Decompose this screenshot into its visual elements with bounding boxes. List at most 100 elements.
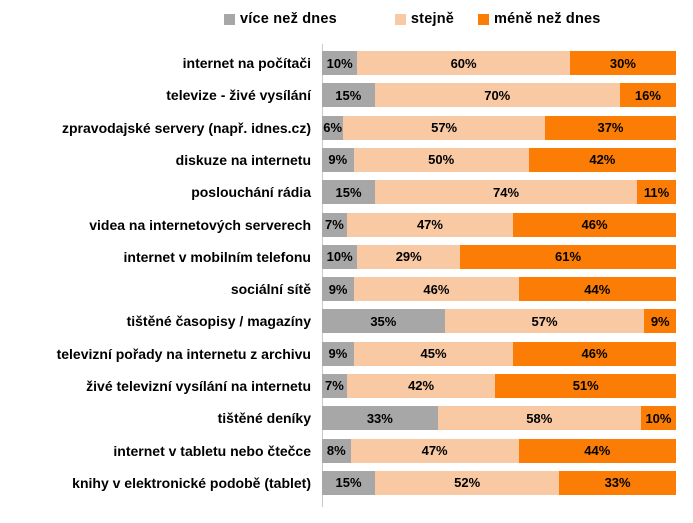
bar-segment-vice-nez-dnes: 7% <box>322 373 347 398</box>
plot-area: internet na počítači 10% 60% 30% televize - … <box>0 44 693 507</box>
value-label: 74% <box>493 184 520 200</box>
bar-segment-mene-nez-dnes: 10% <box>640 406 676 431</box>
bar-row: internet v tabletu nebo čtečce 8% 47% 44% <box>0 434 693 466</box>
value-label: 15% <box>335 87 362 103</box>
bar-segment-stejne: 52% <box>375 470 560 495</box>
value-label: 15% <box>335 475 362 491</box>
category-axis-line <box>322 44 323 507</box>
bar-segment-mene-nez-dnes: 16% <box>619 83 676 108</box>
value-label: 6% <box>323 120 343 136</box>
stacked-bar: 35% 57% 9% <box>322 309 676 334</box>
bar-segment-vice-nez-dnes: 15% <box>322 470 376 495</box>
stacked-bar: 15% 52% 33% <box>322 470 676 495</box>
category-label: internet v mobilním telefonu <box>123 248 311 265</box>
bar-segment-vice-nez-dnes: 10% <box>322 51 358 76</box>
bar-row: knihy v elektronické podobě (tablet) 15% 5… <box>0 467 693 499</box>
bar-segment-vice-nez-dnes: 9% <box>322 147 354 172</box>
bar-segment-mene-nez-dnes: 42% <box>528 147 676 172</box>
stacked-bar: 9% 50% 42% <box>322 147 676 172</box>
bar-row: sociální sítě 9% 46% 44% <box>0 273 693 305</box>
value-label: 33% <box>604 475 631 491</box>
bar-segment-vice-nez-dnes: 35% <box>322 309 445 334</box>
value-label: 9% <box>650 313 670 329</box>
bar-segment-stejne: 29% <box>357 244 461 269</box>
bar-segment-vice-nez-dnes: 9% <box>322 341 354 366</box>
value-label: 9% <box>328 152 348 168</box>
legend-label: méně než dnes <box>494 11 601 27</box>
bar-row: tištěné časopisy / magazíny 35% 57% 9% <box>0 305 693 337</box>
category-label: poslouchání rádia <box>191 184 311 201</box>
value-label: 46% <box>581 217 608 233</box>
legend-label: stejně <box>410 11 455 27</box>
bar-segment-mene-nez-dnes: 44% <box>518 277 676 302</box>
value-label: 44% <box>584 443 611 459</box>
value-label: 10% <box>645 410 672 426</box>
value-label: 46% <box>581 346 608 362</box>
bar-segment-vice-nez-dnes: 10% <box>322 244 358 269</box>
stacked-bar: 8% 47% 44% <box>322 438 676 463</box>
category-label: tištěné časopisy / magazíny <box>126 313 311 330</box>
value-label: 46% <box>423 281 450 297</box>
bar-row: internet v mobilním telefonu 10% 29% 61% <box>0 241 693 273</box>
value-label: 57% <box>531 313 558 329</box>
bar-row: živé televizní vysílání na internetu 7% 42… <box>0 370 693 402</box>
value-label: 33% <box>366 410 393 426</box>
bar-row: poslouchání rádia 15% 74% 11% <box>0 176 693 208</box>
category-label: živé televizní vysílání na internetu <box>86 377 311 394</box>
value-label: 47% <box>416 217 443 233</box>
stacked-bar: 9% 45% 46% <box>322 341 676 366</box>
bar-row: televize - živé vysílání 15% 70% 16% <box>0 79 693 111</box>
value-label: 37% <box>597 120 624 136</box>
stacked-bar: 15% 70% 16% <box>322 83 676 108</box>
category-label: internet na počítači <box>182 55 311 72</box>
value-label: 57% <box>431 120 458 136</box>
stacked-bar: 7% 42% 51% <box>322 373 676 398</box>
value-label: 50% <box>428 152 455 168</box>
bar-segment-stejne: 57% <box>343 115 545 140</box>
value-label: 42% <box>408 378 435 394</box>
bar-segment-stejne: 47% <box>350 438 519 463</box>
bar-row: tištěné deníky 33% 58% 10% <box>0 402 693 434</box>
bar-segment-vice-nez-dnes: 15% <box>322 83 375 108</box>
bar-segment-vice-nez-dnes: 8% <box>322 438 351 463</box>
legend-swatch-peach-icon <box>394 13 406 25</box>
bar-segment-stejne: 45% <box>353 341 514 366</box>
value-label: 9% <box>328 346 348 362</box>
stacked-bar: 10% 60% 30% <box>322 51 676 76</box>
category-label: diskuze na internetu <box>175 151 311 168</box>
value-label: 7% <box>324 378 344 394</box>
bar-segment-mene-nez-dnes: 46% <box>513 341 676 366</box>
stacked-bar: 7% 47% 46% <box>322 212 676 237</box>
category-label: internet v tabletu nebo čtečce <box>113 442 311 459</box>
value-label: 11% <box>643 184 670 200</box>
value-label: 9% <box>328 281 348 297</box>
value-label: 70% <box>484 87 511 103</box>
bar-segment-vice-nez-dnes: 33% <box>322 406 438 431</box>
stacked-bar: 33% 58% 10% <box>322 406 676 431</box>
bar-segment-mene-nez-dnes: 37% <box>545 115 676 140</box>
bar-segment-vice-nez-dnes: 15% <box>322 180 376 205</box>
category-label: televize - živé vysílání <box>166 87 311 104</box>
value-label: 61% <box>555 249 582 265</box>
stacked-bar: 15% 74% 11% <box>322 180 676 205</box>
value-label: 60% <box>450 55 477 71</box>
category-label: zpravodajské servery (např. idnes.cz) <box>62 119 311 136</box>
value-label: 35% <box>370 313 397 329</box>
legend-swatch-gray-icon <box>224 13 235 25</box>
bar-segment-stejne: 70% <box>374 83 620 108</box>
bar-row: diskuze na internetu 9% 50% 42% <box>0 144 693 176</box>
value-label: 44% <box>584 281 611 297</box>
stacked-bar: 9% 46% 44% <box>322 277 676 302</box>
value-label: 8% <box>326 443 346 459</box>
value-label: 15% <box>335 184 362 200</box>
category-label: sociální sítě <box>230 281 311 298</box>
legend-item-vice-nez-dnes: více než dnes <box>224 11 337 27</box>
bar-segment-mene-nez-dnes: 33% <box>559 470 676 495</box>
value-label: 16% <box>634 87 661 103</box>
bar-segment-mene-nez-dnes: 44% <box>518 438 676 463</box>
bar-segment-stejne: 47% <box>346 212 514 237</box>
legend-swatch-orange-icon <box>478 13 490 25</box>
value-label: 29% <box>395 249 422 265</box>
stacked-bar: 6% 57% 37% <box>322 115 676 140</box>
